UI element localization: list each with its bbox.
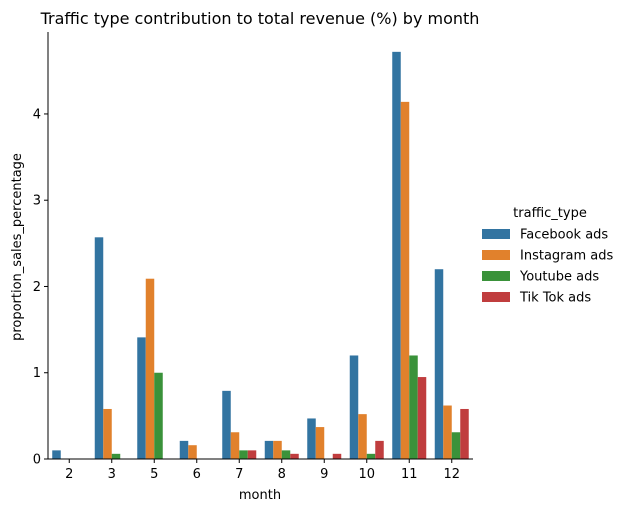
- bar-instagram-ads-8: [273, 440, 282, 459]
- bar-youtube-ads-3: [111, 453, 121, 459]
- y-tick-label: 3: [33, 194, 41, 209]
- y-tick-label: 1: [33, 366, 41, 381]
- legend-swatch: [482, 250, 510, 260]
- x-tick-label: 9: [320, 467, 328, 482]
- bar-youtube-ads-5: [154, 372, 163, 459]
- bar-facebook-ads-11: [392, 51, 401, 460]
- bar-instagram-ads-11: [400, 101, 410, 460]
- y-axis-label: proportion_sales_percentage: [10, 153, 25, 341]
- bar-facebook-ads-8: [264, 440, 274, 459]
- bar-tik-tok-ads-10: [375, 440, 384, 459]
- bar-facebook-ads-9: [307, 418, 316, 459]
- bar-tik-tok-ads-11: [417, 377, 427, 459]
- x-axis-label: month: [239, 488, 281, 503]
- bar-facebook-ads-2: [52, 450, 61, 459]
- legend-label: Instagram ads: [520, 249, 613, 264]
- x-tick-label: 11: [401, 467, 418, 482]
- legend-label: Tik Tok ads: [519, 291, 591, 306]
- legend-label: Facebook ads: [520, 228, 608, 243]
- bar-tik-tok-ads-7: [247, 450, 257, 459]
- bar-youtube-ads-8: [281, 450, 291, 459]
- legend: traffic_type Facebook ads Instagram ads Yo…: [482, 206, 613, 306]
- chart-title: Traffic type contribution to total reven…: [40, 9, 480, 28]
- y-tick-label: 2: [33, 280, 41, 295]
- bar-instagram-ads-10: [358, 414, 367, 459]
- legend-swatch: [482, 271, 510, 281]
- bar-youtube-ads-7: [239, 450, 248, 459]
- x-tick-label: 2: [65, 467, 73, 482]
- bar-youtube-ads-10: [366, 453, 376, 459]
- y-tick-label: 0: [33, 453, 41, 468]
- bars-group: [52, 51, 469, 460]
- legend-swatch: [482, 229, 510, 239]
- bar-instagram-ads-12: [443, 405, 452, 459]
- bar-facebook-ads-3: [94, 237, 104, 459]
- legend-label: Youtube ads: [519, 270, 599, 285]
- x-tick-label: 3: [108, 467, 116, 482]
- bar-instagram-ads-6: [188, 445, 197, 459]
- x-tick-label: 8: [278, 467, 286, 482]
- legend-title: traffic_type: [513, 206, 587, 221]
- y-tick-label: 4: [33, 107, 41, 122]
- x-tick-label: 5: [150, 467, 158, 482]
- bar-instagram-ads-3: [103, 408, 112, 459]
- legend-swatch: [482, 292, 510, 302]
- x-tick-label: 6: [193, 467, 201, 482]
- bar-tik-tok-ads-12: [460, 408, 469, 459]
- bar-youtube-ads-12: [451, 432, 461, 459]
- bar-facebook-ads-5: [137, 337, 146, 459]
- bar-tik-tok-ads-9: [332, 453, 342, 459]
- bar-facebook-ads-6: [179, 440, 189, 459]
- x-tick-label: 12: [443, 467, 460, 482]
- x-tick-label: 10: [358, 467, 375, 482]
- bar-youtube-ads-11: [409, 355, 418, 459]
- bar-instagram-ads-9: [315, 427, 325, 459]
- bar-instagram-ads-5: [145, 278, 155, 459]
- bar-instagram-ads-7: [230, 432, 240, 459]
- bar-facebook-ads-12: [434, 269, 444, 459]
- x-tick-label: 7: [235, 467, 243, 482]
- bar-facebook-ads-7: [222, 390, 231, 459]
- bar-tik-tok-ads-8: [290, 453, 299, 459]
- bar-facebook-ads-10: [349, 355, 359, 459]
